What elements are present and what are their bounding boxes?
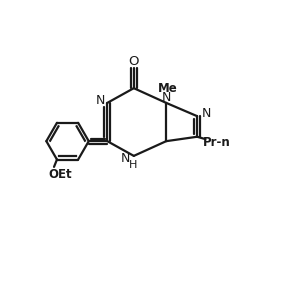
Text: OEt: OEt [48,168,72,181]
Text: Pr-n: Pr-n [202,136,230,148]
Text: N: N [201,107,211,120]
Text: N: N [121,152,130,165]
Text: H: H [129,160,137,170]
Text: N: N [161,92,171,104]
Text: N: N [95,94,105,107]
Text: O: O [129,55,139,68]
Text: Me: Me [158,82,178,95]
